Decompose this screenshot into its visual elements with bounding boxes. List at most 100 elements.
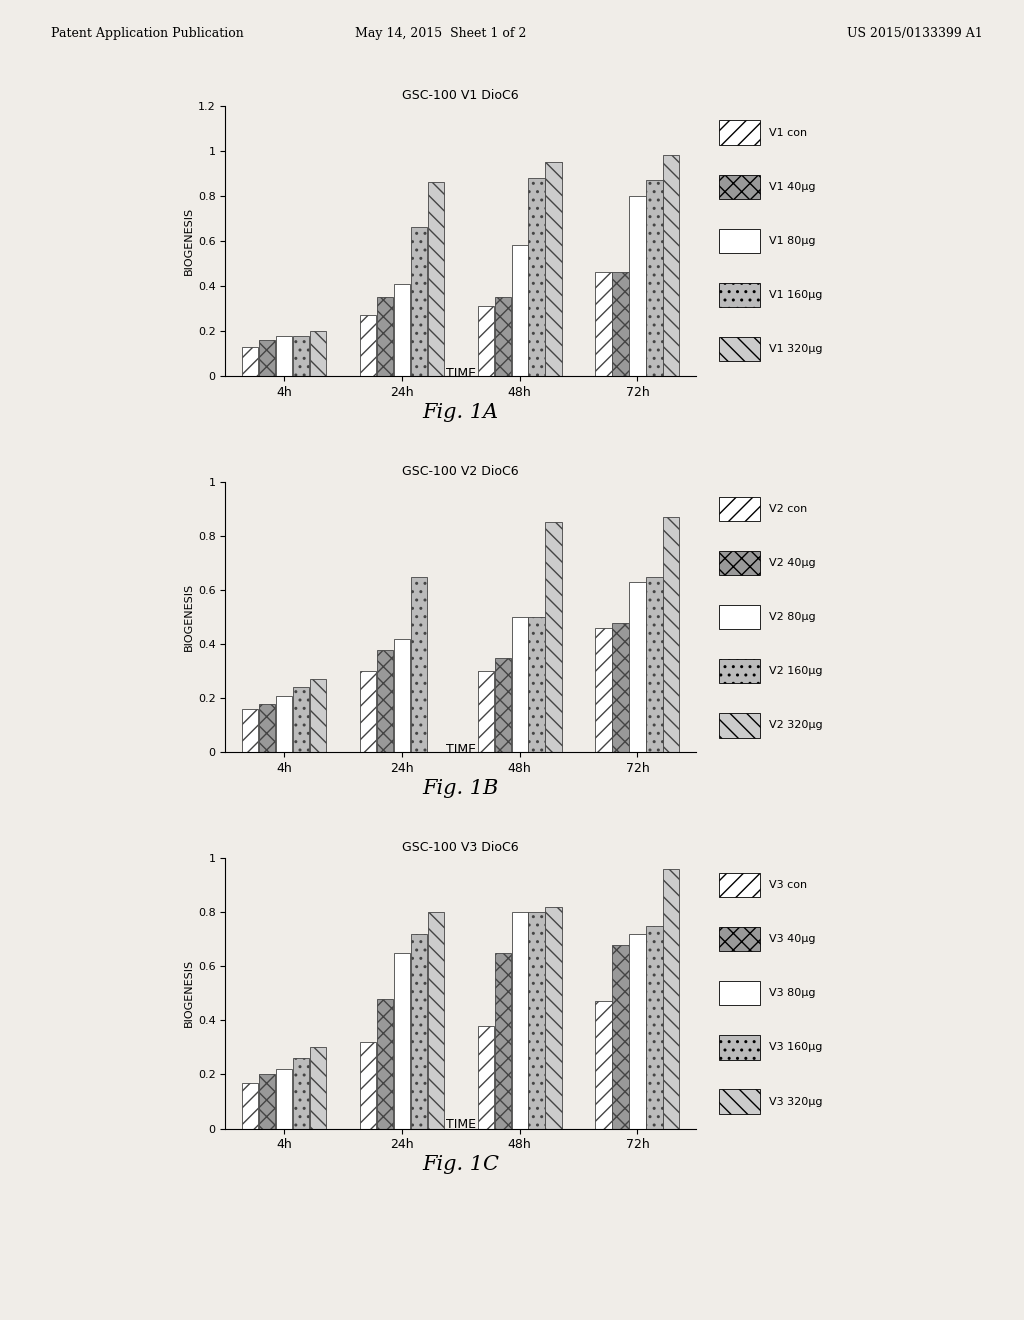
Bar	[719, 228, 760, 253]
Bar	[630, 933, 645, 1129]
Text: V1 con: V1 con	[769, 128, 807, 137]
Y-axis label: BIOGENESIS: BIOGENESIS	[183, 583, 194, 651]
Bar	[528, 912, 545, 1129]
Bar	[310, 331, 327, 376]
Bar	[259, 704, 275, 752]
Bar	[719, 713, 760, 738]
Bar	[276, 696, 292, 752]
Bar	[394, 639, 410, 752]
Bar	[276, 1069, 292, 1129]
Bar	[293, 688, 309, 752]
Bar	[310, 1048, 327, 1129]
Text: TIME: TIME	[445, 743, 476, 756]
Bar	[359, 1041, 376, 1129]
Bar	[646, 180, 663, 376]
Bar	[664, 869, 680, 1129]
Bar	[719, 659, 760, 684]
Text: V3 320μg: V3 320μg	[769, 1097, 822, 1106]
Bar	[630, 582, 645, 752]
Text: Fig. 1C: Fig. 1C	[422, 1155, 500, 1173]
Bar	[719, 550, 760, 576]
Bar	[411, 227, 427, 376]
Text: V1 80μg: V1 80μg	[769, 236, 815, 246]
Bar	[477, 671, 494, 752]
Text: V2 con: V2 con	[769, 504, 807, 513]
Title: GSC-100 V2 DioC6: GSC-100 V2 DioC6	[402, 465, 519, 478]
Bar	[293, 335, 309, 376]
Text: V3 40μg: V3 40μg	[769, 935, 815, 944]
Bar	[512, 616, 527, 752]
Bar	[719, 174, 760, 199]
Bar	[612, 272, 629, 376]
Bar	[293, 1059, 309, 1129]
Bar	[719, 605, 760, 630]
Text: V3 con: V3 con	[769, 880, 807, 890]
Bar	[377, 649, 393, 752]
Bar	[546, 162, 562, 376]
Bar	[359, 671, 376, 752]
Text: May 14, 2015  Sheet 1 of 2: May 14, 2015 Sheet 1 of 2	[354, 26, 526, 40]
Bar	[359, 315, 376, 376]
Bar	[512, 246, 527, 376]
Text: V3 160μg: V3 160μg	[769, 1043, 822, 1052]
Y-axis label: BIOGENESIS: BIOGENESIS	[183, 960, 194, 1027]
Bar	[477, 306, 494, 376]
Bar	[495, 953, 511, 1129]
Text: V1 40μg: V1 40μg	[769, 182, 815, 191]
Bar	[719, 120, 760, 145]
Bar	[377, 999, 393, 1129]
Text: US 2015/0133399 A1: US 2015/0133399 A1	[847, 26, 983, 40]
Bar	[310, 680, 327, 752]
Bar	[242, 347, 258, 376]
Text: V3 80μg: V3 80μg	[769, 989, 815, 998]
Bar	[528, 616, 545, 752]
Bar	[612, 945, 629, 1129]
Bar	[428, 182, 444, 376]
Bar	[546, 907, 562, 1129]
Bar	[546, 523, 562, 752]
Bar	[495, 657, 511, 752]
Bar	[630, 195, 645, 376]
Text: V2 80μg: V2 80μg	[769, 612, 815, 622]
Bar	[477, 1026, 494, 1129]
Text: V2 40μg: V2 40μg	[769, 558, 815, 568]
Bar	[719, 1089, 760, 1114]
Text: TIME: TIME	[445, 367, 476, 380]
Text: Patent Application Publication: Patent Application Publication	[51, 26, 244, 40]
Bar	[719, 1035, 760, 1060]
Text: V1 160μg: V1 160μg	[769, 290, 822, 300]
Bar	[719, 282, 760, 308]
Bar	[595, 272, 611, 376]
Bar	[512, 912, 527, 1129]
Title: GSC-100 V3 DioC6: GSC-100 V3 DioC6	[402, 841, 519, 854]
Bar	[394, 284, 410, 376]
Bar	[411, 577, 427, 752]
Bar	[276, 335, 292, 376]
Bar	[242, 1082, 258, 1129]
Text: TIME: TIME	[445, 1118, 476, 1131]
Text: V1 320μg: V1 320μg	[769, 345, 822, 354]
Text: Fig. 1A: Fig. 1A	[423, 403, 499, 421]
Bar	[664, 517, 680, 752]
Text: V2 320μg: V2 320μg	[769, 721, 822, 730]
Bar	[664, 156, 680, 376]
Bar	[242, 709, 258, 752]
Bar	[719, 927, 760, 952]
Bar	[259, 1074, 275, 1129]
Title: GSC-100 V1 DioC6: GSC-100 V1 DioC6	[402, 88, 519, 102]
Bar	[646, 577, 663, 752]
Bar	[595, 1002, 611, 1129]
Bar	[411, 933, 427, 1129]
Y-axis label: BIOGENESIS: BIOGENESIS	[183, 207, 194, 275]
Bar	[394, 953, 410, 1129]
Bar	[377, 297, 393, 376]
Bar	[646, 925, 663, 1129]
Bar	[719, 873, 760, 898]
Bar	[719, 337, 760, 362]
Bar	[719, 981, 760, 1006]
Bar	[528, 178, 545, 376]
Bar	[719, 496, 760, 521]
Bar	[428, 912, 444, 1129]
Text: V2 160μg: V2 160μg	[769, 667, 822, 676]
Bar	[595, 628, 611, 752]
